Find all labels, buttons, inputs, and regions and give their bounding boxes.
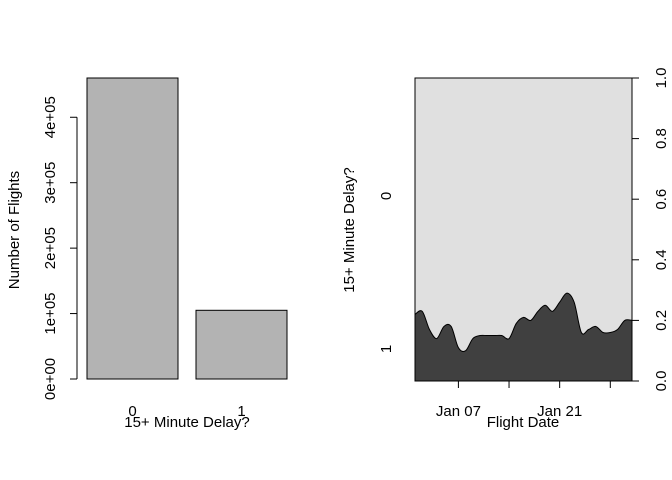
bar-x-tick-label: 1 (237, 403, 245, 420)
conditional-density-chart: Jan 07 Jan 21 0.00.20.40.60.81.0 01 Fligh… (341, 68, 670, 431)
bar-chart-y-axis: 0e+00 1e+05 2e+05 3e+05 4e+05 (42, 96, 78, 400)
bar-y-tick-label: 3e+05 (42, 162, 59, 204)
density-y-axis-label: 15+ Minute Delay? (341, 167, 358, 293)
density-category-label-1: 1 (378, 345, 395, 353)
bar-x-tick-label: 0 (128, 403, 136, 420)
density-right-y-axis: 0.0 0.2 0.4 0.6 0.8 1.0 (631, 68, 670, 392)
density-lower-area (414, 292, 633, 382)
bar-y-tick-label: 0e+00 (42, 358, 59, 400)
density-category-label-0: 0 (378, 192, 395, 200)
density-x-axis-label: Flight Date (487, 414, 560, 431)
density-left-category-labels: 01 (378, 192, 395, 353)
bar-y-tick-label: 1e+05 (42, 292, 59, 334)
bar-y-tick-label: 4e+05 (42, 96, 59, 138)
density-right-y-tick-label: 1.0 (653, 68, 670, 89)
bar-chart-y-axis-label: Number of Flights (6, 171, 23, 289)
density-right-y-tick-label: 0.0 (653, 371, 670, 392)
density-right-y-tick-label: 0.2 (653, 310, 670, 331)
bar-1 (195, 309, 288, 380)
density-x-tick-label: Jan 07 (436, 403, 481, 420)
bar-chart-x-axis-label: 15+ Minute Delay? (124, 414, 250, 431)
density-x-tick-label: Jan 21 (537, 403, 582, 420)
density-right-y-tick-label: 0.8 (653, 128, 670, 149)
bar-series (86, 77, 288, 380)
bar-0 (86, 77, 179, 380)
density-x-axis: Jan 07 Jan 21 (436, 380, 611, 420)
bar-y-tick-label: 2e+05 (42, 227, 59, 269)
density-right-y-tick-label: 0.4 (653, 249, 670, 270)
density-right-y-tick-label: 0.6 (653, 189, 670, 210)
